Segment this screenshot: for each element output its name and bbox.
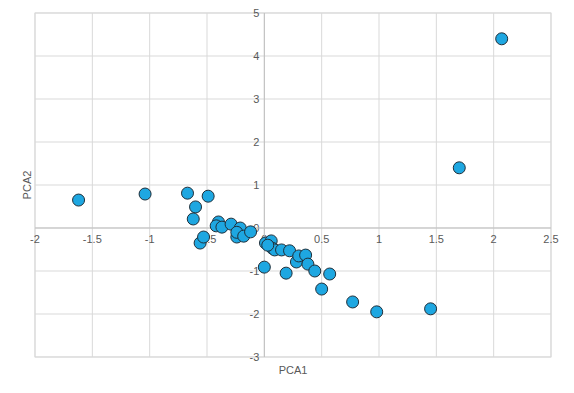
y-tick-label: 4 [253,50,259,62]
scatter-point [453,162,465,174]
x-grid-line [264,13,265,357]
scatter-point [309,265,321,277]
x-tick-label: 2 [491,233,497,245]
y-tick-label: 5 [253,7,259,19]
x-axis-title: PCA1 [279,364,308,376]
chart-svg: -2-1.5-1-0.500.511.522.5-3-2-1012345PCA1… [0,0,574,393]
scatter-point [496,33,508,45]
y-grid-line [35,228,551,229]
y-axis-title: PCA2 [21,171,33,200]
x-tick-label: 0.5 [314,233,329,245]
x-tick-label: -1 [145,233,155,245]
y-grid-line [35,99,551,100]
x-tick-label: 2.5 [543,233,558,245]
scatter-point [262,239,274,251]
y-grid-line [35,314,551,315]
y-grid-line [35,271,551,272]
plot-frame [35,13,551,357]
y-tick-label: 2 [253,136,259,148]
y-tick-label: -2 [250,308,260,320]
scatter-point [280,267,292,279]
scatter-point [425,303,437,315]
scatter-point [324,268,336,280]
scatter-point [347,296,359,308]
y-axis-line [264,13,265,357]
scatter-point [316,283,328,295]
y-tick-label: 3 [253,93,259,105]
x-tick-label: 1.5 [429,233,444,245]
y-grid-line [35,56,551,57]
scatter-point [73,194,85,206]
y-grid-line [35,13,551,14]
scatter-point [198,231,210,243]
scatter-point [371,306,383,318]
y-tick-label: 1 [253,179,259,191]
x-tick-label: -2 [30,233,40,245]
points [73,33,508,318]
scatter-point [202,190,214,202]
y-tick-label: -3 [250,351,260,363]
scatter-point [182,187,194,199]
scatter-point [187,213,199,225]
x-tick-label: 1 [376,233,382,245]
scatter-point [258,261,270,273]
y-grid-line [35,185,551,186]
scatter-point [139,188,151,200]
scatter-point [190,201,202,213]
scatter-point [245,226,257,238]
y-grid-line [35,357,551,358]
x-tick-label: -1.5 [83,233,102,245]
grid [35,13,551,357]
chart-container: -2-1.5-1-0.500.511.522.5-3-2-1012345PCA1… [0,0,574,393]
x-axis-line [35,228,551,229]
y-grid-line [35,142,551,143]
